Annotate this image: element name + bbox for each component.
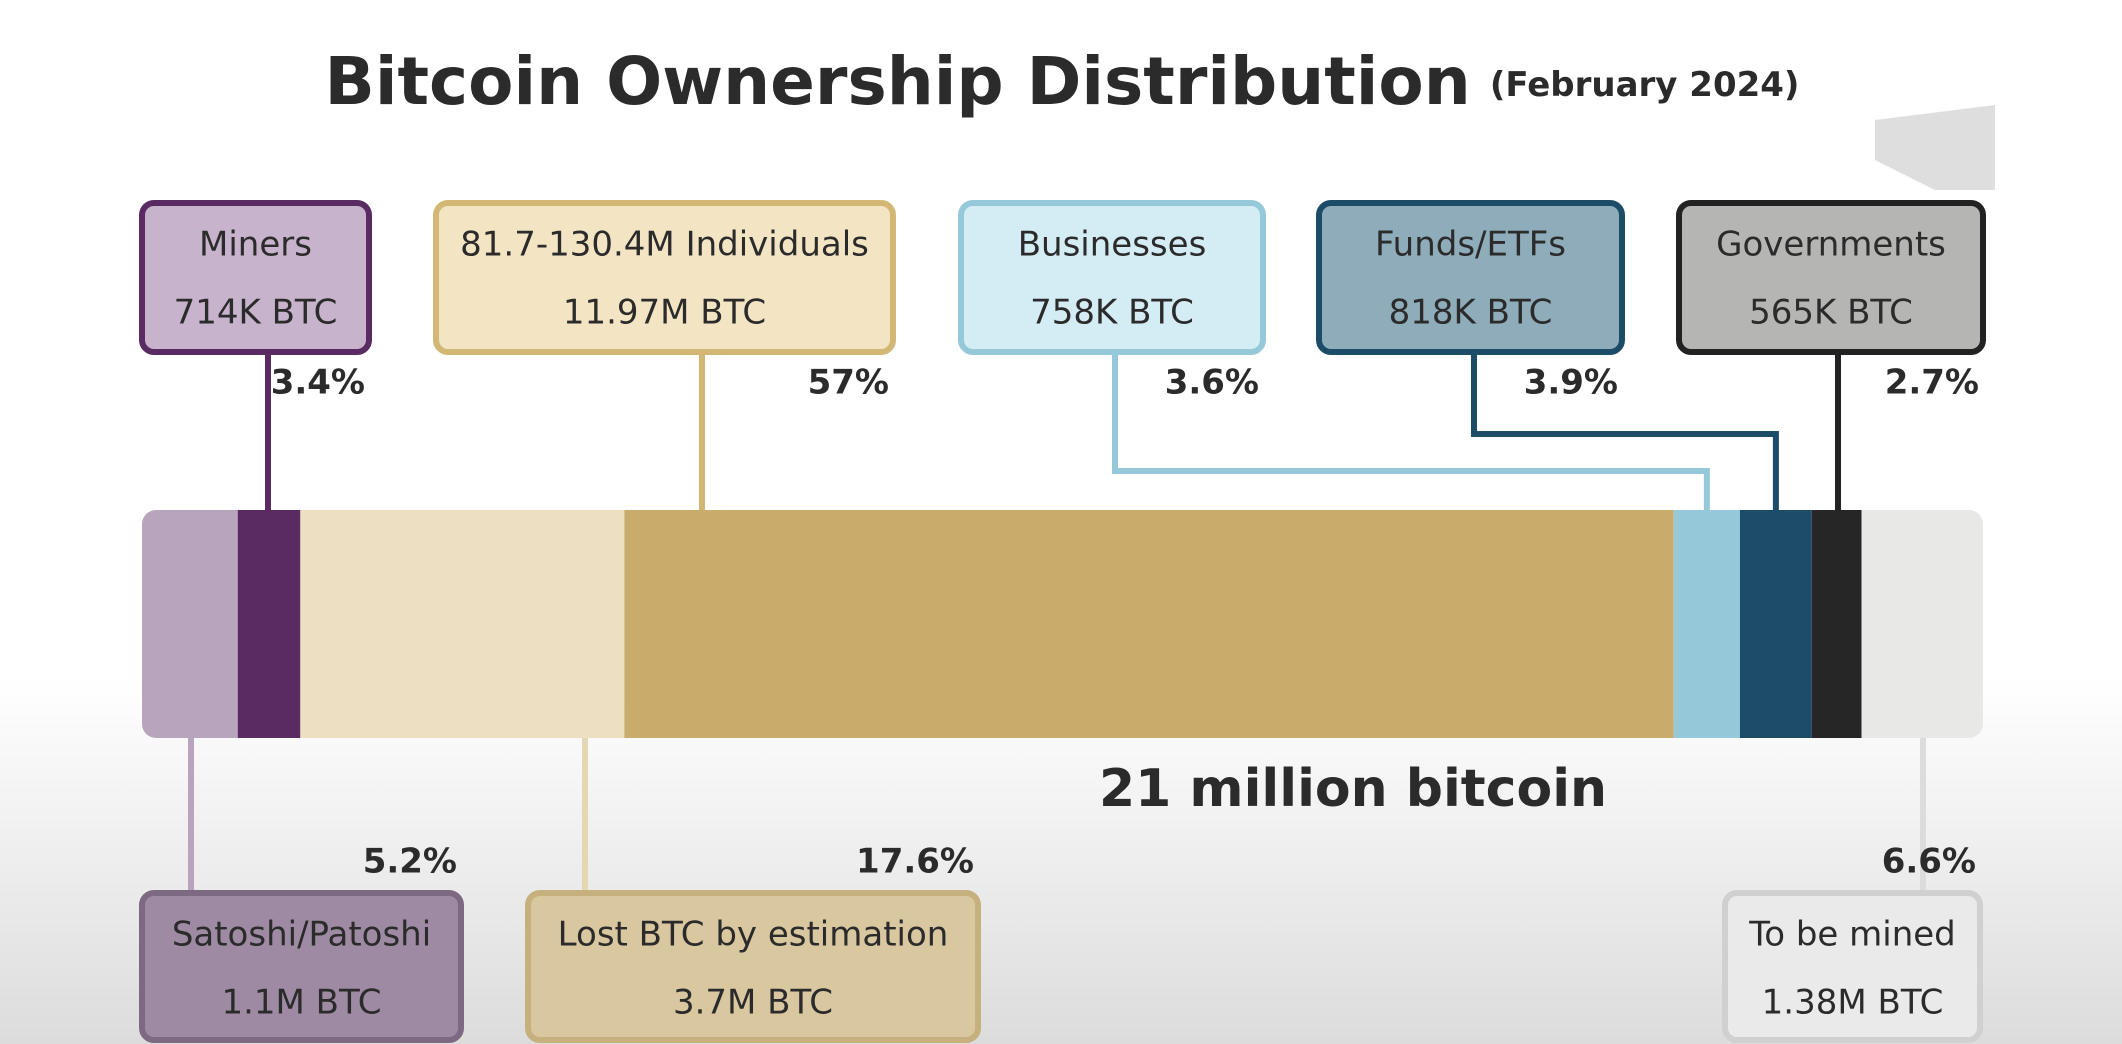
callout-box [958,200,1266,355]
logo [1875,105,1995,190]
segment-name: Lost BTC by estimation [558,915,949,955]
value-label: 5.2% [363,842,457,882]
bar-segment [624,510,1674,738]
segment-name: Businesses [1018,225,1207,265]
bar-segment [1811,510,1862,738]
chart-subtitle: (February 2024) [1490,65,1800,105]
callout-box [525,890,981,1043]
callout-box [1316,200,1625,355]
total-label: 21 million bitcoin [1099,759,1607,819]
segment-name: 81.7-130.4M Individuals [460,225,869,265]
bar-segment [1861,510,1983,738]
bar-segment [1739,510,1812,738]
segment-amount: 758K BTC [1030,293,1194,333]
value-label: 6.6% [1882,842,1976,882]
segment-amount: 818K BTC [1389,293,1553,333]
segment-amount: 714K BTC [174,293,338,333]
stacked-bar [142,510,1983,738]
bar-segment [300,510,625,738]
segment-name: To be mined [1748,915,1956,955]
segment-name: Satoshi/Patoshi [172,915,431,955]
chart-title: Bitcoin Ownership Distribution [325,43,1471,120]
connector [1112,352,1710,510]
callout-box [139,890,464,1043]
value-label: 3.9% [1524,363,1618,403]
callout-box [1722,890,1983,1043]
value-label: 3.6% [1165,363,1259,403]
segment-name: Miners [199,225,312,265]
segment-amount: 1.38M BTC [1762,983,1944,1023]
callout-box [433,200,896,355]
segment-amount: 11.97M BTC [563,293,766,333]
segment-amount: 3.7M BTC [673,983,833,1023]
callout-box [139,200,372,355]
segment-name: Funds/ETFs [1375,225,1566,265]
connector [1471,352,1779,510]
bar-segment [1673,510,1740,738]
segment-amount: 1.1M BTC [221,983,381,1023]
value-label: 3.4% [271,363,365,403]
value-label: 17.6% [856,842,974,882]
segment-amount: 565K BTC [1749,293,1913,333]
bar-segment [237,510,301,738]
value-label: 57% [808,363,889,403]
value-label: 2.7% [1885,363,1979,403]
callout-box [1676,200,1986,355]
title-line: Bitcoin Ownership Distribution (February… [325,43,1800,120]
bar-segment [142,510,238,738]
segment-name: Governments [1716,225,1946,265]
